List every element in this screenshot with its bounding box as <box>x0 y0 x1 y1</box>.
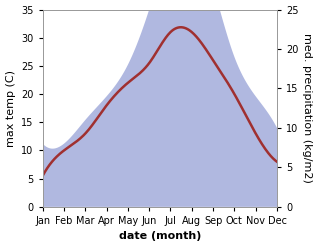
Y-axis label: max temp (C): max temp (C) <box>5 70 16 147</box>
Y-axis label: med. precipitation (kg/m2): med. precipitation (kg/m2) <box>302 33 313 183</box>
X-axis label: date (month): date (month) <box>119 231 201 242</box>
